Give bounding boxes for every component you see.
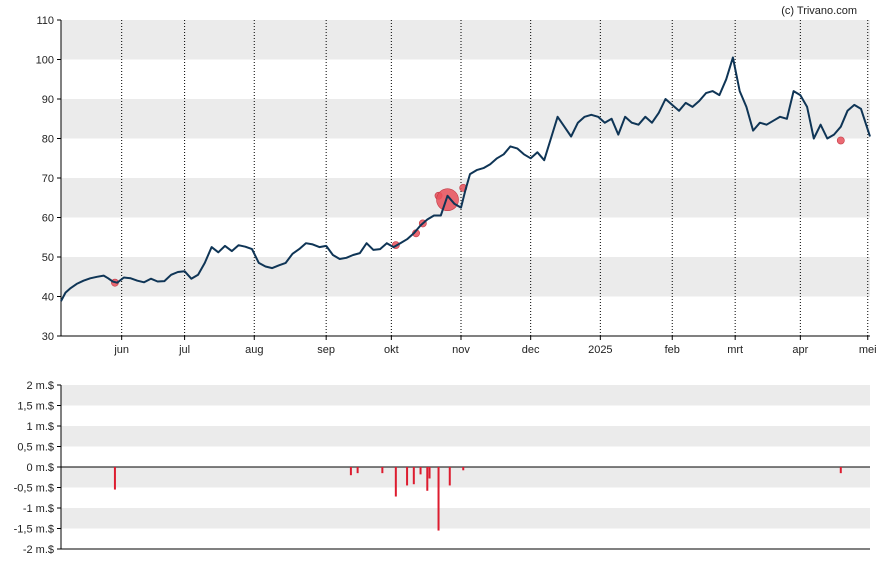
volume-y-tick-label: 0 m.$ (26, 462, 54, 474)
volume-band (61, 508, 870, 529)
price-y-tick-label: 30 (42, 331, 54, 343)
volume-y-tick-label: 2 m.$ (26, 380, 54, 392)
volume-bar (349, 467, 352, 476)
volume-bar (426, 467, 429, 491)
price-x-tick-label: 2025 (588, 344, 612, 356)
price-x-tick-label: nov (452, 344, 470, 356)
volume-band (61, 426, 870, 447)
volume-bar (412, 467, 415, 485)
price-x-tick-label: jul (178, 344, 190, 356)
price-y-tick-label: 60 (42, 213, 54, 225)
price-x-tick-label: jun (113, 344, 129, 356)
price-band (61, 99, 870, 139)
volume-y-tick-label: 1 m.$ (26, 421, 54, 433)
price-x-tick-label: mrt (727, 344, 743, 356)
price-x-tick-label: dec (522, 344, 540, 356)
price-y-tick-label: 50 (42, 252, 54, 264)
volume-bars (113, 467, 842, 531)
price-band (61, 257, 870, 297)
price-y-tick-labels: 30 40 50 60 70 80 90 100 110 (36, 15, 61, 343)
price-grid-bands (61, 20, 870, 297)
price-y-tick-label: 80 (42, 134, 54, 146)
volume-bar (356, 467, 359, 474)
price-x-tick-label: sep (317, 344, 335, 356)
volume-bar (462, 467, 465, 471)
volume-bar (428, 467, 431, 479)
price-x-tick-label: mei (859, 344, 877, 356)
volume-y-tick-label: -2 m.$ (23, 544, 54, 556)
price-band (61, 20, 870, 60)
volume-y-tick-labels: 2 m.$ 1,5 m.$ 1 m.$ 0,5 m.$ 0 m.$ -0,5 m.$ -1 … (14, 380, 61, 556)
volume-y-tick-label: -1,5 m.$ (14, 524, 54, 536)
price-y-tick-label: 110 (36, 15, 54, 27)
price-x-tick-label: feb (665, 344, 680, 356)
price-x-tick-label: apr (792, 344, 808, 356)
volume-y-tick-label: 0,5 m.$ (17, 442, 54, 454)
volume-bar (437, 467, 440, 531)
price-band (61, 178, 870, 218)
volume-y-tick-label: -0,5 m.$ (14, 483, 54, 495)
volume-bar (839, 467, 842, 474)
volume-bar (448, 467, 451, 486)
credit-label: (c) Trivano.com (781, 5, 857, 17)
price-panel: 30 40 50 60 70 80 90 100 110 jun jul aug sep okt nov d… (36, 15, 877, 356)
price-x-tick-labels: jun jul aug sep okt nov dec 2025 feb mrt apr mei (113, 344, 876, 356)
price-line (60, 56, 871, 302)
price-vertical-grid (121, 20, 869, 340)
price-y-tick-label: 70 (42, 173, 54, 185)
volume-grid-bands (61, 385, 870, 529)
volume-bar (419, 467, 422, 475)
price-x-tick-label: okt (384, 344, 399, 356)
price-line-group (60, 56, 871, 302)
price-y-tick-label: 40 (42, 292, 54, 304)
volume-y-tick-label: -1 m.$ (23, 503, 54, 515)
volume-y-tick-label: 1,5 m.$ (17, 401, 54, 413)
price-y-tick-label: 100 (36, 55, 54, 67)
price-y-tick-label: 90 (42, 94, 54, 106)
volume-bar (113, 467, 116, 490)
volume-band (61, 385, 870, 406)
volume-bar (381, 467, 384, 474)
volume-panel: 2 m.$ 1,5 m.$ 1 m.$ 0,5 m.$ 0 m.$ -0,5 m.$ -1 … (14, 380, 870, 556)
trade-marker (836, 136, 845, 145)
trade-marker (436, 188, 459, 212)
volume-bar (406, 467, 409, 486)
trade-markers (111, 136, 845, 287)
volume-bar (394, 467, 397, 497)
volume-band (61, 467, 870, 488)
price-x-tick-label: aug (245, 344, 263, 356)
